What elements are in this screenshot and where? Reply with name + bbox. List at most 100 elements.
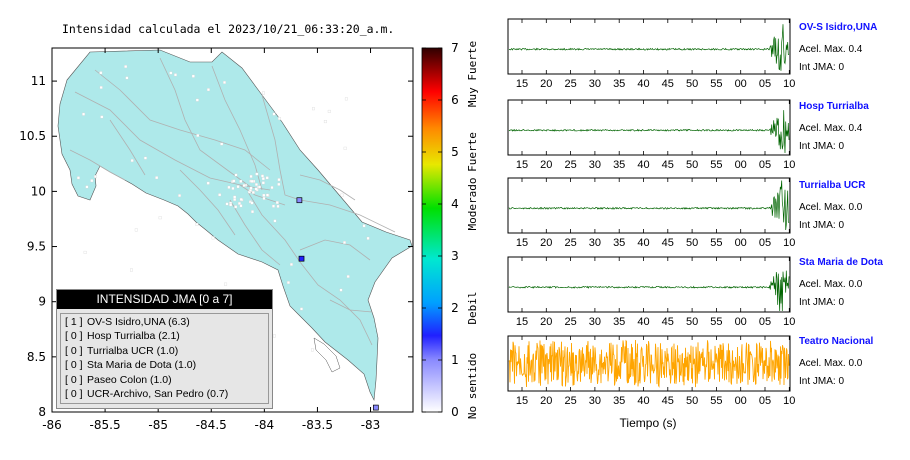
waveform-tick-label: 15 [516,78,528,90]
city-dot [270,186,274,190]
colorbar-label: No sentido [466,353,479,419]
road-line [94,69,271,171]
city-dot [195,222,199,226]
waveform-tick-label: 45 [662,237,674,249]
waveform-trace [508,270,790,312]
city-dot [174,73,177,77]
city-dot [343,146,347,150]
colorbar-label: Fuerte [466,132,479,172]
waveform-tick-label: 35 [613,237,625,249]
waveform-tick-label: 20 [540,395,552,407]
waveform-tick-label: 20 [540,159,552,171]
waveform-tick-label: 30 [589,395,601,407]
waveform-tick-label: 00 [735,237,747,249]
road-line [247,191,373,346]
city-dot [124,65,128,69]
waveform-tick-label: 05 [759,78,771,90]
city-dot [272,112,276,116]
city-dot [234,173,238,177]
road-line [69,149,126,181]
colorbar-tick-label: 7 [451,41,459,55]
legend-item-label: Paseo Colon (1.0) [87,373,172,386]
map-x-tick-label: -83.5 [302,418,333,432]
city-dot [229,203,233,207]
waveform-frame [507,177,791,234]
chart-title: Intensidad calculada el 2023/10/21_06:33… [62,22,395,36]
city-dot [239,179,243,183]
city-dot [300,307,303,311]
waveform-tick-label: 05 [759,237,771,249]
city-dot [99,71,103,75]
waveform-tick-label: 50 [686,237,698,249]
city-dot [239,197,243,201]
waveform-tick-label: 10 [783,316,795,328]
colorbar-tick-label: 5 [451,145,459,159]
waveform-tick-label: 30 [589,237,601,249]
waveform-trace [508,24,790,71]
waveform-tick-label: 15 [516,316,528,328]
colorbar-tick-label: 0 [451,405,459,419]
waveform-tick-label: 35 [613,316,625,328]
city-dot [76,176,80,180]
map-y-tick-label: 10.5 [19,129,46,143]
city-dot [236,185,240,189]
map-y-ticks: 11 10.5 10 9.5 9 8.5 8 [19,74,413,419]
colorbar-tick-label: 3 [451,249,459,263]
waveform-trace [508,110,790,154]
waveform-tick-label: 45 [662,159,674,171]
station-meta: Acel. Max. 0.4 Int JMA: 0 [799,41,862,77]
osa-peninsula-cut [313,337,341,373]
station-name: Sta Maria de Dota [799,257,883,268]
road-line [329,299,373,313]
waveform-tick-label: 20 [540,237,552,249]
city-dot [94,175,97,179]
waveform-tick-label: 35 [613,78,625,90]
colorbar-label: Muy Fuerte [466,41,479,107]
map-x-tick-label: -83 [361,418,381,432]
road-line [261,94,396,233]
city-dot [277,117,281,121]
legend-item: [ 0 ] Sta Maria de Dota (1.0) [65,358,268,372]
waveform-tick-label: 55 [710,316,722,328]
city-dot [262,193,266,197]
station-int: Int JMA: 0 [799,297,845,308]
colorbar-label: Debil [466,291,479,324]
waveform-tick-label: 10 [783,78,795,90]
colorbar-label: Moderado [466,178,479,231]
city-dot [311,348,314,352]
road-line [159,57,253,189]
city-dot [272,334,276,338]
city-dot [130,159,134,163]
city-dot [206,181,210,185]
city-dot [323,120,327,124]
city-dot [225,202,229,206]
city-dot [265,193,269,197]
waveform-panel: 15 20 25 30 35 40 45 50 55 00 05 10 [507,335,795,407]
city-dot [178,194,182,198]
city-dot [265,176,269,180]
waveform-tick-label: 40 [637,78,649,90]
station-int: Int JMA: 0 [799,141,845,152]
colorbar [421,47,443,413]
city-dot [82,112,86,116]
city-dot [346,275,350,278]
city-dot [261,177,265,181]
station-int: Int JMA: 0 [799,62,845,73]
waveform-tick-label: 25 [564,78,576,90]
waveform-panel: 15 20 25 30 35 40 45 50 55 00 05 10 [507,18,795,90]
map-plot-frame [51,47,414,413]
colorbar-labels: No sentido Debil Moderado Fuerte Muy Fuerte [466,41,479,419]
legend-item-bracket: [ 0 ] [65,373,83,386]
legend-item-label: Turrialba UCR (1.0) [87,344,179,357]
waveform-tick-label: 00 [735,78,747,90]
waveform-tick-label: 10 [783,159,795,171]
waveform-tick-label: 50 [686,159,698,171]
station-meta: Acel. Max. 0.0 Int JMA: 0 [799,276,862,312]
waveform-tick-label: 20 [540,316,552,328]
legend-item-label: Sta Maria de Dota (1.0) [87,359,197,372]
road-line [179,169,236,236]
legend-list: [ 1 ] OV-S Isidro,UNA (6.3) [ 0 ] Hosp Tur… [60,313,269,404]
city-dot [239,204,243,208]
map-x-tick-label: -86 [42,418,62,432]
city-dot [273,219,277,223]
